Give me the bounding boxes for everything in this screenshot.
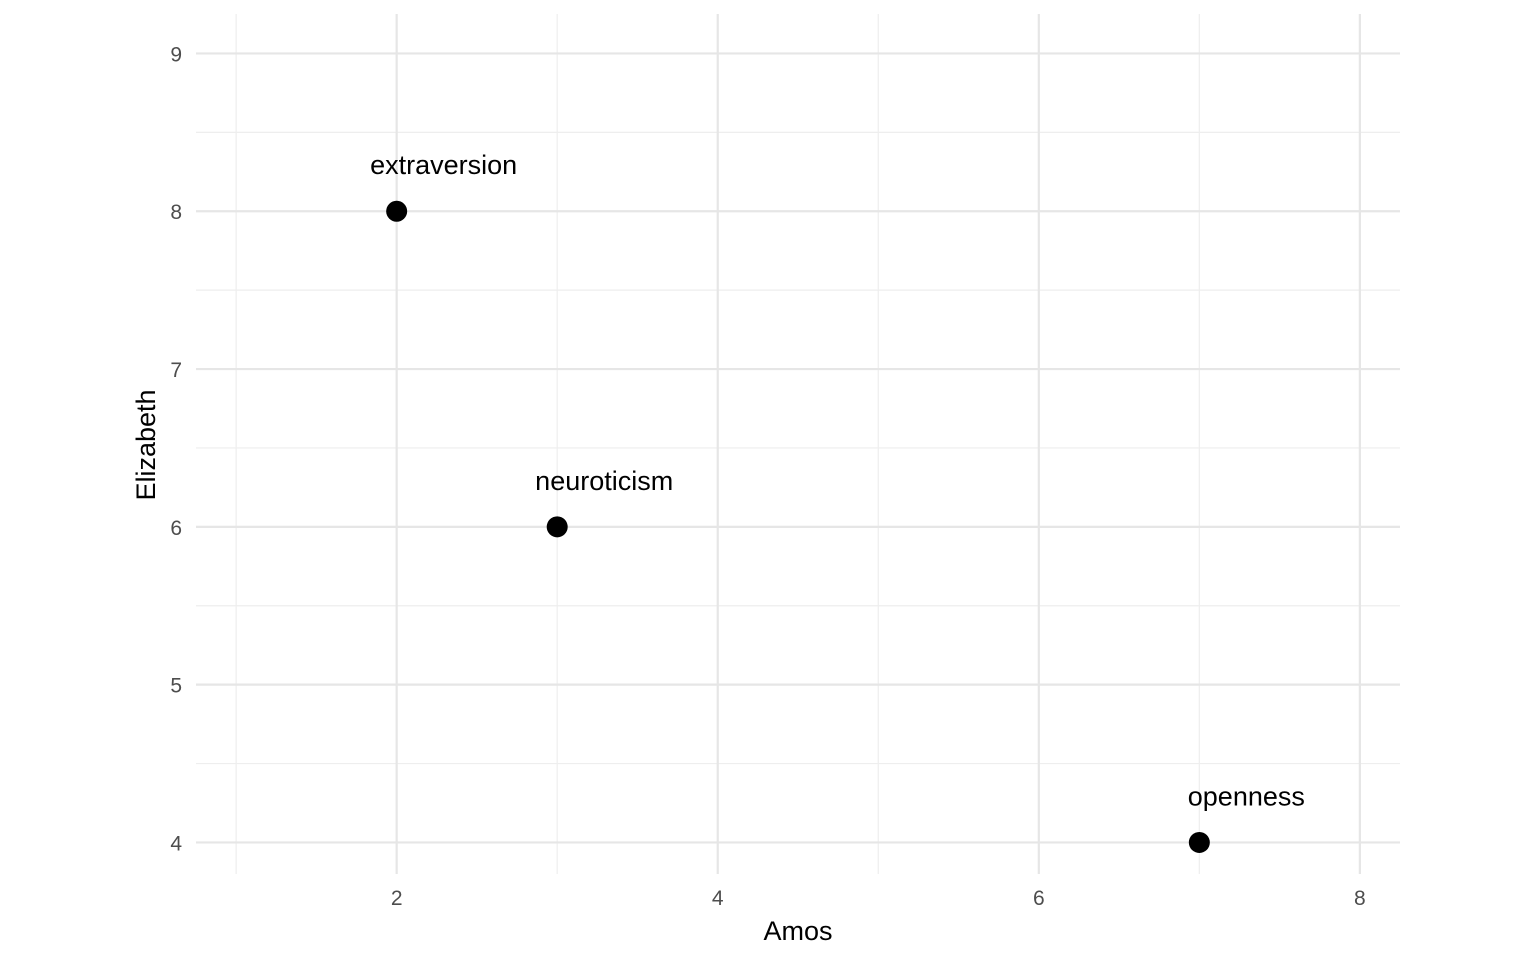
- data-point: [1188, 831, 1210, 853]
- y-tick-label: 7: [170, 359, 182, 382]
- x-tick-label: 2: [391, 887, 403, 910]
- major-gridlines: [196, 14, 1400, 874]
- x-axis-title: Amos: [763, 916, 832, 946]
- data-point: [386, 200, 408, 222]
- point-label: openness: [1188, 781, 1305, 811]
- y-axis-tick-labels: 4 5 6 7 8 9: [170, 43, 182, 855]
- y-tick-label: 5: [170, 675, 182, 698]
- y-tick-label: 8: [170, 201, 182, 224]
- y-tick-label: 6: [170, 517, 182, 540]
- x-tick-label: 4: [712, 887, 724, 910]
- point-labels: extraversion neuroticism openness: [370, 150, 1305, 811]
- data-point: [546, 516, 568, 538]
- x-tick-label: 6: [1033, 887, 1045, 910]
- x-tick-label: 8: [1354, 887, 1366, 910]
- y-tick-label: 9: [170, 43, 182, 66]
- point-label: neuroticism: [535, 466, 673, 496]
- minor-gridlines: [196, 14, 1400, 874]
- y-axis-title: Elizabeth: [131, 389, 161, 500]
- data-points: [386, 200, 1210, 853]
- x-axis-tick-labels: 2 4 6 8: [391, 887, 1366, 910]
- y-tick-label: 4: [170, 832, 182, 855]
- point-label: extraversion: [370, 150, 517, 180]
